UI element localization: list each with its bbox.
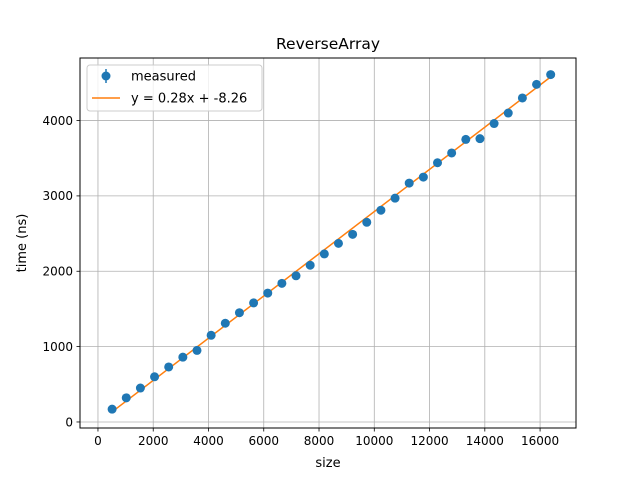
data-point [362, 217, 372, 227]
y-axis-ticks: 0 1000 2000 3000 4000 [42, 114, 80, 429]
y-tick-label: 0 [65, 415, 73, 429]
data-point [447, 148, 457, 158]
x-tick-label: 8000 [304, 434, 335, 448]
data-point [404, 178, 414, 188]
data-point [150, 372, 160, 382]
data-point [206, 330, 216, 340]
y-tick-label: 4000 [42, 114, 73, 128]
x-tick-label: 6000 [248, 434, 279, 448]
data-point [277, 278, 287, 288]
data-point [390, 193, 400, 203]
data-point [178, 352, 188, 362]
data-point [234, 308, 244, 318]
grid-lines [80, 58, 576, 428]
data-point [305, 260, 315, 270]
data-point [333, 238, 343, 248]
x-tick-label: 12000 [410, 434, 448, 448]
x-axis-label: size [315, 456, 340, 471]
data-point [107, 404, 117, 414]
data-point [503, 108, 513, 118]
legend: measured y = 0.28x + -8.26 [86, 64, 263, 112]
data-point [418, 172, 428, 182]
y-tick-label: 2000 [42, 265, 73, 279]
data-point [517, 93, 527, 103]
data-point [348, 229, 358, 239]
legend-box [86, 64, 263, 112]
data-point [192, 345, 202, 355]
data-point [532, 79, 542, 89]
data-points-layer [107, 70, 556, 414]
y-axis-label: time (ns) [15, 214, 30, 273]
data-point [376, 205, 386, 215]
axes-frame [79, 57, 577, 429]
data-point [475, 134, 485, 144]
x-tick-label: 4000 [193, 434, 224, 448]
legend-measured-marker-icon [101, 71, 111, 81]
x-axis-ticks: 0 2000 4000 6000 8000 10000 12000 14000 16000 [94, 428, 559, 448]
x-tick-label: 16000 [521, 434, 559, 448]
y-tick-label: 1000 [42, 340, 73, 354]
x-tick-label: 10000 [355, 434, 393, 448]
x-tick-label: 0 [94, 434, 102, 448]
data-point [319, 249, 329, 259]
data-point [249, 298, 259, 308]
data-point [263, 288, 273, 298]
data-point [220, 318, 230, 328]
data-point [433, 158, 443, 168]
data-point [489, 119, 499, 129]
legend-label-fit: y = 0.28x + -8.26 [131, 92, 247, 107]
data-point [135, 383, 145, 393]
data-point [546, 70, 556, 80]
legend-label-measured: measured [131, 70, 196, 85]
y-tick-label: 3000 [42, 189, 73, 203]
x-tick-label: 14000 [466, 434, 504, 448]
x-tick-label: 2000 [138, 434, 169, 448]
data-point [121, 393, 131, 403]
data-point [291, 271, 301, 281]
chart-title: ReverseArray [276, 35, 380, 53]
data-point [164, 362, 174, 372]
data-point [461, 134, 471, 144]
